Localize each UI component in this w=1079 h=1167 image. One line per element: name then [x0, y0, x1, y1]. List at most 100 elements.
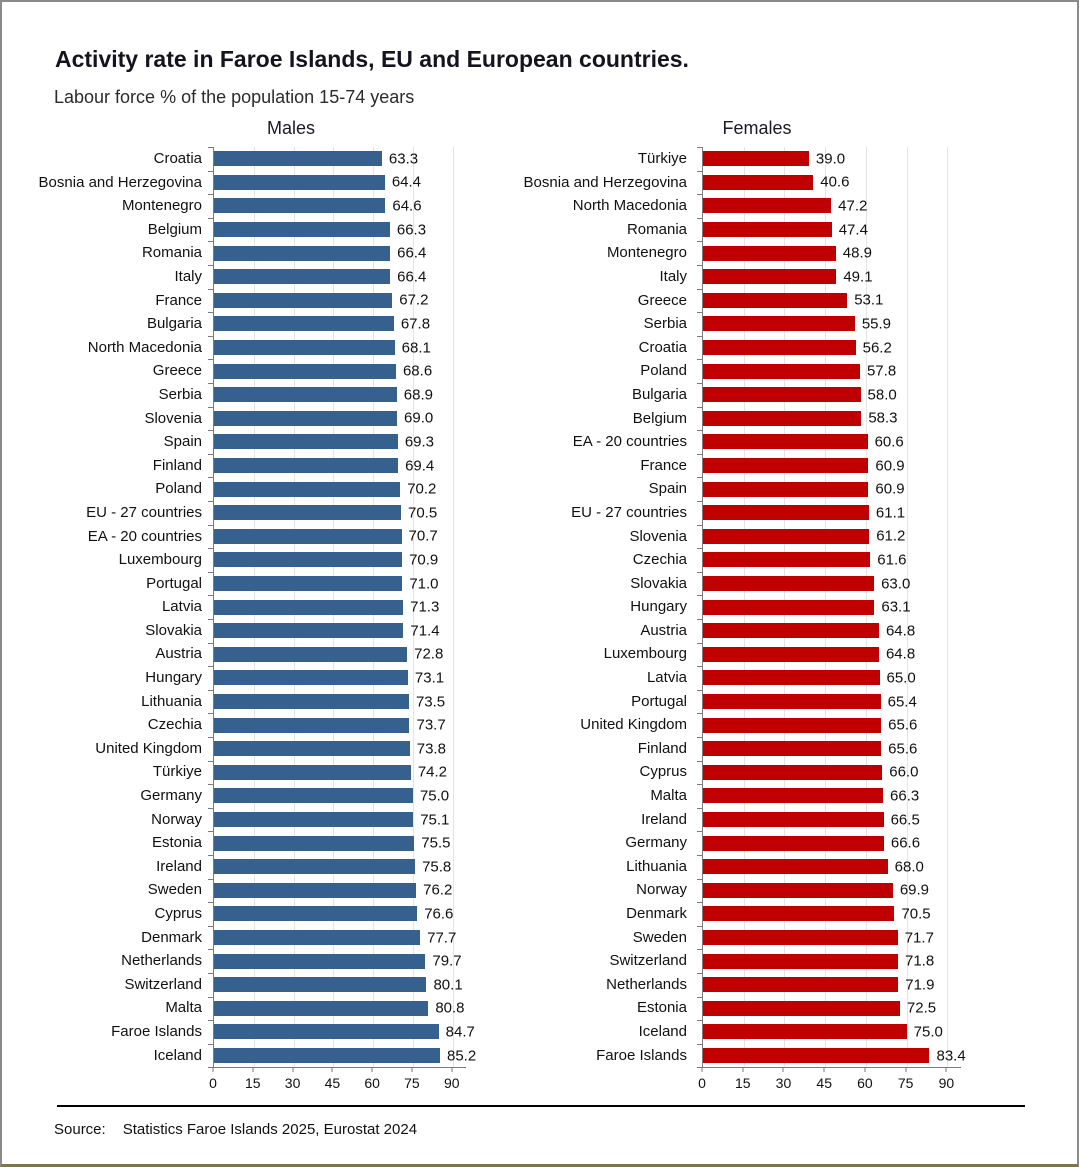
x-tick-mark [252, 1068, 254, 1073]
bar-row: 67.2 [214, 289, 466, 313]
value-label: 60.6 [874, 433, 904, 451]
category-axis-tick [208, 1067, 214, 1069]
value-label: 67.2 [399, 291, 429, 309]
category-axis-tick [697, 548, 703, 550]
value-label: 61.6 [877, 551, 907, 569]
bar-row: 75.0 [703, 1020, 961, 1044]
category-axis-tick [697, 831, 703, 833]
value-label: 67.8 [400, 315, 431, 333]
value-label: 70.5 [408, 504, 438, 522]
category-axis-tick [208, 807, 214, 809]
bar-row: 64.4 [214, 171, 466, 195]
value-label: 75.0 [419, 787, 450, 805]
category-axis-tick [208, 501, 214, 502]
category-axis-tick [208, 713, 214, 715]
value-label: 63.1 [881, 598, 911, 616]
gridline [906, 147, 908, 1068]
bar [703, 977, 899, 993]
category-axis-tick [697, 689, 703, 691]
value-label: 66.4 [397, 268, 427, 286]
category-axis-tick [208, 524, 214, 526]
category-label: Germany [140, 787, 202, 805]
bar [703, 835, 884, 851]
value-label: 70.9 [409, 551, 439, 569]
category-axis-tick [697, 241, 703, 243]
value-label: 71.4 [410, 622, 440, 640]
x-tick-label: 45 [816, 1075, 832, 1092]
category-axis-tick [697, 737, 703, 738]
source-row: Source: Statistics Faroe Islands 2025, Eu… [54, 1121, 417, 1138]
value-label: 66.3 [396, 221, 427, 239]
bar-row: 48.9 [703, 241, 961, 265]
bar-row: 68.1 [214, 336, 466, 360]
x-tick-label: 45 [324, 1075, 341, 1092]
bar-row: 65.6 [703, 713, 961, 737]
category-axis-tick [697, 147, 703, 148]
bar-row: 64.8 [703, 643, 961, 667]
category-label: Croatia [153, 150, 202, 167]
gridline [947, 147, 949, 1068]
bar [703, 859, 888, 875]
females-panel-title: Females [722, 118, 792, 138]
bar [703, 151, 809, 167]
category-label: Denmark [626, 905, 687, 922]
bar-row: 84.7 [214, 1020, 475, 1044]
bar-row: 66.4 [214, 241, 466, 265]
category-label: Hungary [630, 598, 687, 616]
category-label: Croatia [638, 338, 687, 356]
category-axis-tick [697, 383, 703, 384]
x-tick-mark [945, 1068, 947, 1073]
category-label: Malta [650, 787, 687, 805]
category-label: France [640, 456, 687, 474]
value-label: 73.1 [414, 669, 445, 687]
value-label: 64.8 [885, 622, 916, 640]
category-axis-tick [697, 902, 703, 904]
category-label: Montenegro [606, 244, 687, 262]
category-axis-tick [697, 335, 703, 337]
category-axis-tick [208, 760, 214, 762]
value-label: 66.3 [890, 787, 920, 805]
category-label: Greece [152, 362, 202, 380]
category-axis-tick [697, 430, 703, 432]
category-label: Ireland [156, 857, 202, 875]
females-x-axis: 0 15 30 45 60 75 90 [698, 1068, 960, 1100]
bar [214, 1000, 429, 1016]
category-label: Lithuania [141, 692, 202, 710]
category-label: Türkiye [637, 150, 687, 167]
category-label: United Kingdom [95, 739, 202, 757]
bar-row: 70.5 [214, 501, 466, 525]
bar-row: 72.5 [703, 997, 961, 1021]
bar-row: 61.2 [703, 525, 961, 549]
value-label: 53.1 [854, 291, 884, 309]
category-label: EU - 27 countries [571, 503, 687, 521]
x-tick-mark [331, 1068, 333, 1073]
bar [214, 670, 408, 686]
bar-row: 71.0 [214, 572, 466, 596]
bar [214, 646, 408, 662]
category-axis-tick [697, 524, 703, 526]
category-label: Germany [625, 834, 687, 852]
bar [214, 788, 413, 804]
bar [214, 812, 414, 828]
category-axis-tick [208, 619, 214, 620]
category-label: Bulgaria [146, 315, 202, 333]
category-axis-tick [208, 855, 214, 856]
value-label: 70.5 [901, 905, 931, 923]
bar [703, 198, 832, 214]
category-label: Czechia [147, 716, 202, 734]
x-tick-mark [371, 1068, 373, 1073]
bar [703, 906, 895, 922]
bar-row: 71.3 [214, 595, 466, 619]
value-label: 58.0 [867, 386, 897, 404]
value-label: 58.3 [868, 409, 898, 427]
value-label: 55.9 [861, 315, 892, 333]
bar-row: 75.5 [214, 831, 466, 855]
bar-row: 73.1 [214, 666, 466, 690]
category-label: Serbia [643, 315, 687, 333]
bar [703, 269, 837, 285]
females-plot-area: 39.0 40.6 47.2 47.4 48.9 49.1 53.1 55.9 56.2 57.8… [697, 147, 966, 1069]
bar [214, 977, 427, 993]
value-label: 69.3 [404, 433, 435, 451]
x-tick-label: 60 [364, 1075, 380, 1092]
